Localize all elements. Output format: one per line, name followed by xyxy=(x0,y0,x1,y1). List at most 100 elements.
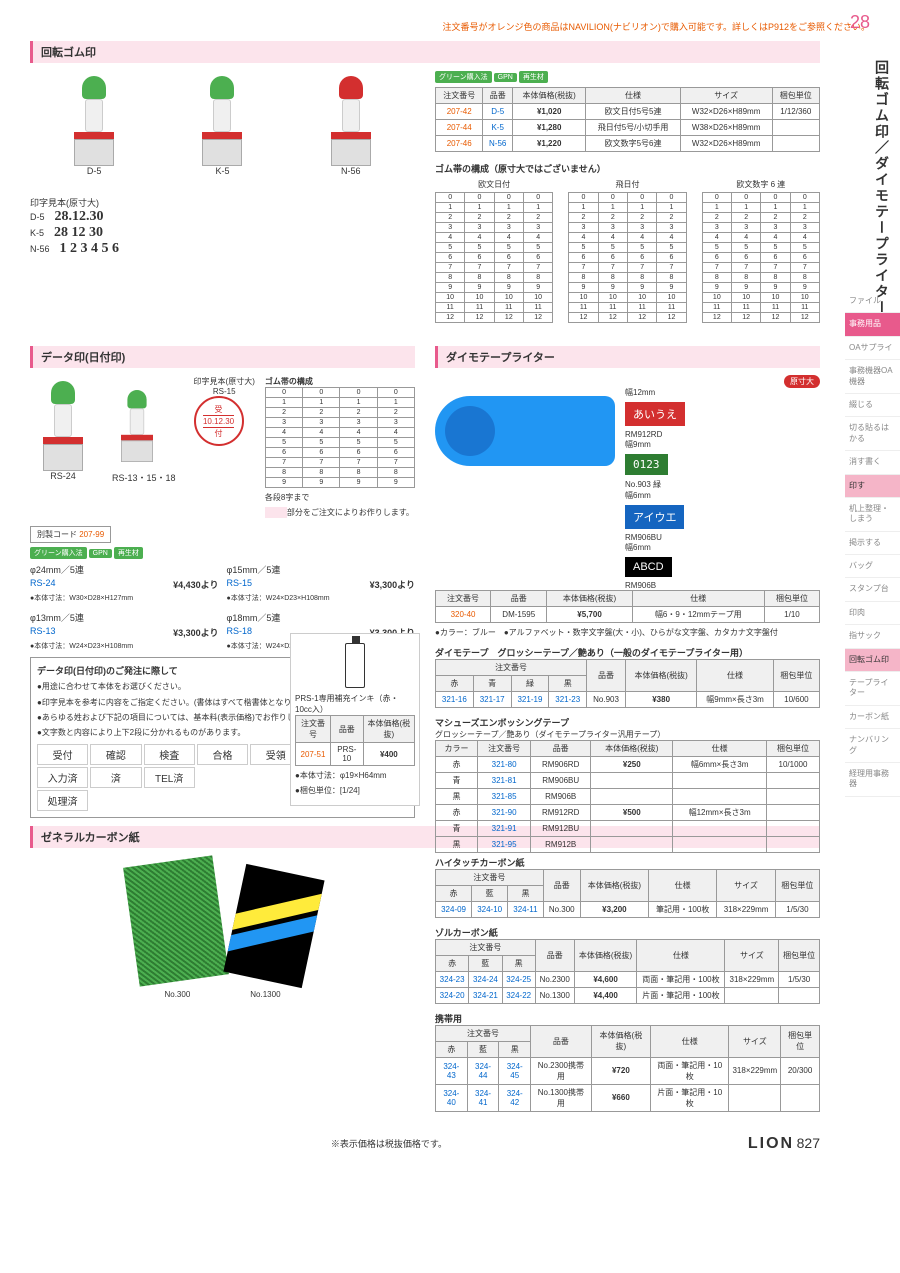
side-tab: 消す書く xyxy=(845,451,900,474)
table-dymo-main: 注文番号品番本体価格(税抜)仕様梱包単位320-40DM-1595¥5,700幅… xyxy=(435,590,820,623)
kanji-cell: 済 xyxy=(90,767,141,788)
tape-sample: 幅9mm0123No.903 緑 xyxy=(625,439,820,490)
section-data-stamp: データ印(日付印) xyxy=(30,346,415,368)
stamp-product: RS-24 xyxy=(38,381,88,484)
table-row: 324-43324-44324-45No.2300携帯用¥720両面・筆記用・1… xyxy=(436,1057,820,1084)
table-row: 青321-81RM906BU xyxy=(436,773,820,789)
kanji-cell xyxy=(144,790,195,811)
size-tag: 原寸大 xyxy=(784,375,820,388)
side-tab: ナンバリング xyxy=(845,729,900,763)
band-column: 欧文日付000011112222333344445555666677778888… xyxy=(435,179,553,323)
side-tab: 掲示する xyxy=(845,532,900,555)
section-dymo: ダイモテープライター xyxy=(435,346,820,368)
sample-row: N-561 2 3 4 5 6 xyxy=(30,241,415,257)
side-tab: 綴じる xyxy=(845,394,900,417)
table-row: 207-44K-5¥1,280飛日付5号/小切手用W38×D26×H89mm xyxy=(436,120,820,136)
table-row: 黒321-85RM906B xyxy=(436,789,820,805)
section-rotating-stamp: 回転ゴム印 xyxy=(30,41,820,63)
sample-label: 印字見本(原寸大) xyxy=(194,376,255,387)
band-title: ゴム帯の構成 xyxy=(265,376,415,387)
badge: GPN xyxy=(494,73,517,82)
ink-bottle-image xyxy=(345,643,365,688)
kanji-cell: 検査 xyxy=(144,744,195,765)
side-tab: 印肉 xyxy=(845,602,900,625)
dymo-device-image xyxy=(435,396,615,466)
carbon-subtitle: 携帯用 xyxy=(435,1012,820,1025)
logo: LION xyxy=(748,1135,794,1152)
carbon-label-1: No.300 xyxy=(164,990,190,999)
badge: 再生材 xyxy=(519,71,548,83)
side-tab: テープライター xyxy=(845,672,900,706)
stamp-model: RS-15 xyxy=(194,387,255,396)
carbon-paper-2-image xyxy=(223,863,324,987)
band-column: 飛日付0000111122223333444455556666777788889… xyxy=(568,179,686,323)
side-tab: 事務用品 xyxy=(845,313,900,336)
side-tab: カーボン紙 xyxy=(845,706,900,729)
table-row: 赤321-90RM912RD¥500幅12mm×長さ3m xyxy=(436,805,820,821)
side-tab: 机上整理・しまう xyxy=(845,498,900,532)
stamp-product: D-5 xyxy=(69,76,119,176)
table-carbon: 注文番号品番本体価格(税抜)仕様サイズ梱包単位赤藍黒324-09324-1032… xyxy=(435,869,820,918)
footer-note: ※表示価格は税抜価格です。 xyxy=(331,1137,447,1150)
kanji-cell: 受付 xyxy=(37,744,88,765)
band-note: 各段8字まで xyxy=(265,492,415,503)
spec-block: φ15mm／5連RS-15¥3,300より●本体寸法：W24×D23×H108m… xyxy=(227,563,416,603)
carbon-paper-1-image xyxy=(123,855,229,986)
kanji-cell xyxy=(197,790,248,811)
badge: グリーン購入法 xyxy=(435,71,492,83)
subtitle-glossy: ダイモテープ グロッシーテープ／艶あり（一般のダイモテープライター用） xyxy=(435,646,820,659)
circle-stamp-sample: 受 10.12.30 付 xyxy=(194,396,244,446)
table-carbon: 注文番号品番本体価格(税抜)仕様サイズ梱包単位赤藍黒324-23324-2432… xyxy=(435,939,820,1004)
side-tab: 回転ゴム印 xyxy=(845,649,900,672)
spec-block: φ24mm／5連RS-24¥4,430より●本体寸法：W30×D28×H127m… xyxy=(30,563,219,603)
kanji-cell: 処理済 xyxy=(37,790,88,811)
kanji-cell xyxy=(197,767,248,788)
band-column: 欧文数字 6 連00001111222233334444555566667777… xyxy=(702,179,820,323)
sample-label: 印字見本(原寸大) xyxy=(30,198,99,208)
table-rotating-stamp: 注文番号品番本体価格(税抜)仕様サイズ梱包単位207-42D-5¥1,020欧文… xyxy=(435,87,820,152)
side-tab: 経理用事務器 xyxy=(845,763,900,797)
top-note: 注文番号がオレンジ色の商品はNAVILION(ナビリオン)で購入可能です。詳しく… xyxy=(30,20,870,33)
table-row: 324-20324-21324-22No.1300¥4,400片面・筆記用・10… xyxy=(436,987,820,1003)
side-tabs: ファイル事務用品OAサプライ事務機器OA機器綴じる切る貼るはかる消す書く印す机上… xyxy=(845,290,900,797)
table-row: 324-40324-41324-42No.1300携帯用¥660片面・筆記用・1… xyxy=(436,1084,820,1111)
table-glossy-tape: 注文番号品番本体価格(税抜)仕様梱包単位赤青緑黒321-16321-17321-… xyxy=(435,659,820,708)
stamp-product: RS-13・15・18 xyxy=(112,381,176,484)
badge: GPN xyxy=(89,549,112,558)
side-tab: スタンプ台 xyxy=(845,578,900,601)
side-tab: OAサプライ xyxy=(845,337,900,360)
ink-note: ●本体寸法：φ19×H64mm xyxy=(295,770,415,781)
code-box: 別製コード 207-99 xyxy=(30,526,111,543)
kanji-cell xyxy=(90,790,141,811)
table-matthews-tape: カラー注文番号品番本体価格(税抜)仕様梱包単位赤321-80RM906RD¥25… xyxy=(435,740,820,853)
ink-title: PRS-1専用補充インキ（赤・10cc入） xyxy=(295,693,415,715)
band-table: 0000111122223333444455556666777788889999 xyxy=(265,387,415,488)
carbon-subtitle: ゾルカーボン紙 xyxy=(435,926,820,939)
badge: グリーン購入法 xyxy=(30,547,87,559)
side-tab: 切る貼るはかる xyxy=(845,417,900,451)
table-row: 黒321-95RM912B xyxy=(436,837,820,853)
table-row: 324-09324-10324-11No.300¥3,200筆記用・100枚31… xyxy=(436,901,820,917)
carbon-label-2: No.1300 xyxy=(250,990,280,999)
carbon-subtitle: ハイタッチカーボン紙 xyxy=(435,856,820,869)
band-title: ゴム帯の構成（原寸大ではございません） xyxy=(435,162,820,175)
side-tab: 印す xyxy=(845,475,900,498)
side-tab: 事務機器OA機器 xyxy=(845,360,900,394)
subtitle-matthews: マシューズエンボッシングテープ xyxy=(435,716,820,729)
table-ink: 注文番号品番本体価格(税抜)207-51PRS-10¥400 xyxy=(295,715,415,766)
badge: 再生材 xyxy=(114,547,143,559)
table-carbon: 注文番号品番本体価格(税抜)仕様サイズ梱包単位赤藍黒324-43324-4432… xyxy=(435,1025,820,1112)
page-number-bottom: 827 xyxy=(797,1135,820,1151)
kanji-cell: 確認 xyxy=(90,744,141,765)
tape-sample: 幅6mmABCDRM906B xyxy=(625,542,820,590)
dymo-note: ●カラー：ブルー ●アルファベット・数字文字盤(大・小)、ひらがな文字盤、カタカ… xyxy=(435,627,820,638)
sample-row: D-528.12.30 xyxy=(30,209,415,225)
table-row: 324-23324-24324-25No.2300¥4,600両面・筆記用・10… xyxy=(436,971,820,987)
table-row: 青321-91RM912BU xyxy=(436,821,820,837)
subtitle-matthews-sub: グロッシーテープ／艶あり（ダイモテープライター汎用テープ） xyxy=(435,729,820,740)
side-tab: ファイル xyxy=(845,290,900,313)
stamp-product: K-5 xyxy=(197,76,247,176)
table-row: 207-42D-5¥1,020欧文日付5号5連W32×D26×H89mm1/12… xyxy=(436,104,820,120)
kanji-cell: TEL済 xyxy=(144,767,195,788)
table-row: 赤321-80RM906RD¥250幅6mm×長さ3m10/1000 xyxy=(436,757,820,773)
